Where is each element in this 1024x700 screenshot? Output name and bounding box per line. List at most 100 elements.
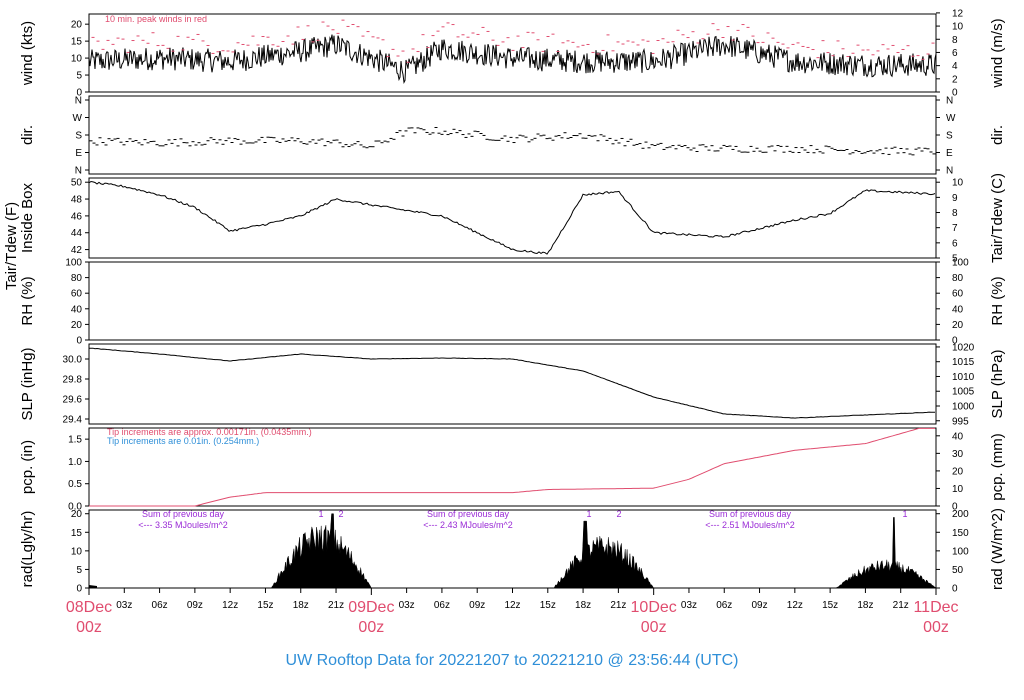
wind-y2tick-label: 12	[952, 8, 964, 19]
dir-panel-frame	[88, 95, 937, 175]
rh-ytick-label: 0	[76, 336, 82, 347]
rad-day-area	[835, 517, 937, 589]
temp-ytick-label: 42	[71, 245, 83, 256]
pcp-annotation-red: Tip increments are approx. 0.00171in. (0…	[107, 427, 312, 437]
temp-ytick-label: 46	[71, 211, 83, 222]
dir-y2tick-label: N	[946, 96, 953, 107]
time-tick-label: 12z	[504, 600, 520, 611]
time-tick-label: 06z	[716, 600, 732, 611]
wind-panel-frame	[88, 13, 937, 93]
rad-ytick-label: 20	[71, 509, 83, 520]
rad-marker: 2	[338, 509, 343, 519]
rh-ytick-label: 40	[71, 304, 83, 315]
rad-marker: 1	[902, 509, 907, 519]
time-tick-label: 03z	[116, 600, 132, 611]
pcp-ylabel-right: pcp. (mm)	[989, 433, 1006, 501]
wind-ylabel-right: wind (m/s)	[989, 18, 1006, 88]
temp-ytick-label: 48	[71, 195, 83, 206]
rh-y2tick-label: 40	[952, 304, 964, 315]
rad-marker: 1	[586, 509, 591, 519]
time-tick-label: 12z	[787, 600, 803, 611]
temp-y2tick-label: 10	[952, 178, 964, 189]
slp-ylabel-left: SLP (inHg)	[19, 347, 36, 420]
temp-y2tick-label: 9	[952, 193, 958, 204]
rad-y2tick-label: 0	[952, 584, 958, 595]
slp-series-line	[89, 347, 935, 419]
day-hour-label: 00z	[358, 619, 384, 636]
rh-ytick-label: 60	[71, 289, 83, 300]
slp-y2tick-label: 1000	[952, 402, 975, 413]
slp-ytick-label: 30.0	[63, 355, 83, 366]
temp-y2tick-label: 8	[952, 208, 958, 219]
slp-ytick-label: 29.6	[63, 395, 83, 406]
rh-ytick-label: 80	[71, 273, 83, 284]
temp-ylabel-right: Tair/Tdew (C)	[989, 173, 1006, 263]
pcp-y2tick-label: 20	[952, 466, 964, 477]
rh-ytick-label: 20	[71, 320, 83, 331]
temp-y2tick-label: 7	[952, 223, 958, 234]
dir-ylabel-left: dir.	[19, 125, 36, 145]
wind-series-line	[88, 34, 937, 85]
rad-ytick-label: 0	[76, 584, 82, 595]
rad-sum-label-line2: <--- 3.35 MJoules/m^2	[138, 520, 228, 530]
footer-title: UW Rooftop Data for 20221207 to 20221210…	[286, 652, 739, 669]
rad-ytick-label: 5	[76, 565, 82, 576]
slp-ytick-label: 29.4	[63, 415, 83, 426]
wind-y2tick-label: 4	[952, 61, 958, 72]
wind-y2tick-label: 10	[952, 22, 964, 33]
pcp-ytick-label: 1.0	[68, 457, 82, 468]
slp-y2tick-label: 1010	[952, 372, 975, 383]
pcp-y2tick-label: 30	[952, 449, 964, 460]
day-label: 09Dec	[348, 599, 394, 616]
slp-y2tick-label: 1020	[952, 342, 975, 353]
time-tick-label: 18z	[857, 600, 873, 611]
dir-ytick-label: N	[75, 96, 82, 107]
temp-y2tick-label: 5	[952, 254, 958, 265]
dir-y2tick-label: E	[946, 148, 953, 159]
temp-panel-frame	[88, 177, 937, 259]
rad-day-area	[553, 520, 655, 589]
pcp-panel-frame	[88, 427, 937, 507]
dir-ytick-label: W	[73, 113, 83, 124]
slp-y2tick-label: 1005	[952, 387, 975, 398]
wind-ytick-label: 5	[76, 71, 82, 82]
day-label: 08Dec	[66, 599, 112, 616]
wind-annotation: 10 min. peak winds in red	[105, 14, 207, 24]
day-label: 11Dec	[913, 599, 958, 616]
dir-ytick-label: S	[75, 131, 82, 142]
rh-y2tick-label: 60	[952, 289, 964, 300]
time-tick-label: 21z	[328, 600, 344, 611]
time-tick-label: 09z	[187, 600, 203, 611]
rad-ytick-label: 15	[71, 528, 83, 539]
slp-ylabel-right: SLP (hPa)	[989, 350, 1006, 419]
rad-day-area	[270, 513, 372, 589]
rh-ylabel-right: RH (%)	[989, 276, 1006, 325]
rad-sum-label-line1: Sum of previous day	[709, 509, 792, 519]
temp-ytick-label: 44	[71, 228, 83, 239]
rad-sum-label-line1: Sum of previous day	[142, 509, 225, 519]
day-hour-label: 00z	[76, 619, 102, 636]
pcp-ylabel-left: pcp. (in)	[19, 440, 36, 494]
pcp-annotation-blue: Tip increments are 0.01in. (0.254mm.)	[107, 436, 259, 446]
slp-ytick-label: 29.8	[63, 375, 83, 386]
wind-ytick-label: 15	[71, 37, 83, 48]
time-tick-label: 15z	[822, 600, 838, 611]
rad-ytick-label: 10	[71, 546, 83, 557]
wind-y2tick-label: 6	[952, 48, 958, 59]
rad-marker: 1	[318, 509, 323, 519]
dir-y2tick-label: S	[946, 131, 953, 142]
rh-ylabel-left: RH (%)	[19, 276, 36, 325]
time-tick-label: 03z	[681, 600, 697, 611]
time-tick-label: 18z	[575, 600, 591, 611]
time-tick-label: 21z	[610, 600, 626, 611]
rad-ylabel-right: rad (W/m^2)	[989, 508, 1006, 590]
rad-ylabel-left: rad(Lgly/hr)	[19, 511, 36, 588]
pcp-ytick-label: 0.5	[68, 479, 82, 490]
wind-ytick-label: 10	[71, 54, 83, 65]
temp-series-line	[88, 180, 936, 255]
time-tick-label: 03z	[399, 600, 415, 611]
temp-ylabel-left: Tair/Tdew (F)	[3, 202, 20, 290]
time-tick-label: 06z	[152, 600, 168, 611]
day-hour-label: 00z	[923, 619, 949, 636]
